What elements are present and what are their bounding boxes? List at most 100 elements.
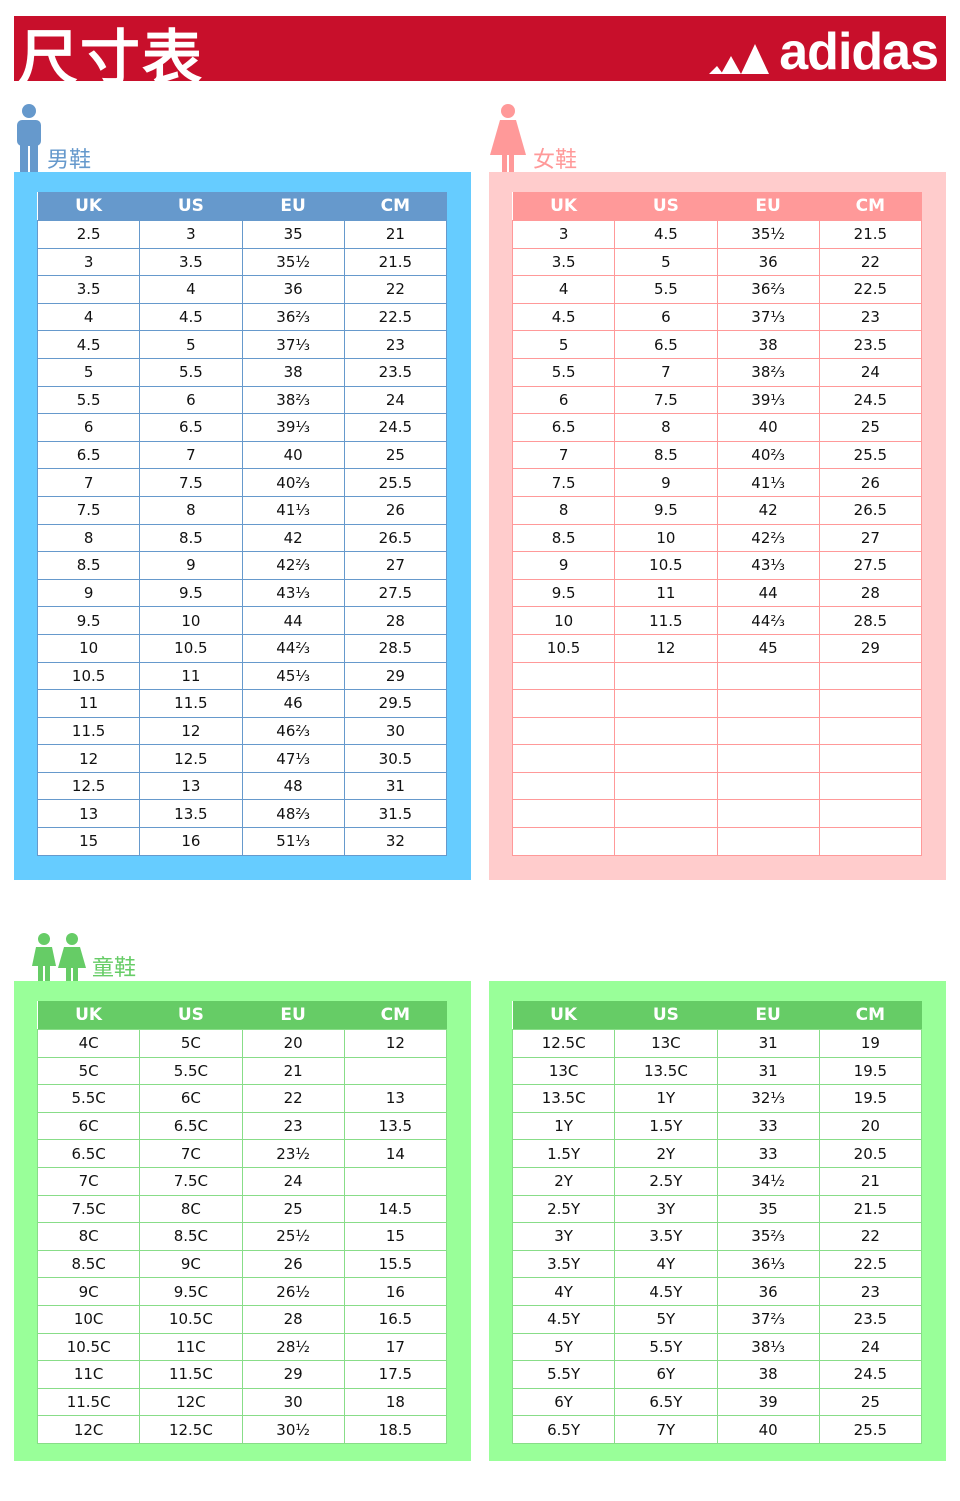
size-cell: 22 (818, 247, 923, 277)
size-cell: 23 (241, 1111, 345, 1141)
size-cell (511, 799, 616, 829)
size-cell: 36⅓ (716, 1249, 820, 1279)
size-cell: 23 (818, 302, 923, 332)
size-cell: 23.5 (343, 357, 448, 387)
column-header: CM (380, 1005, 411, 1025)
size-cell: 29.5 (343, 689, 448, 718)
size-cell (614, 716, 718, 746)
table-row: 13.5C 1Y 32⅓ 19.5 (511, 1084, 923, 1113)
size-cell: 9.5C (139, 1277, 243, 1306)
size-cell: 35 (241, 220, 345, 249)
size-cell: 6 (139, 385, 243, 415)
table-row: 12C 12.5C 30½ 18.5 (36, 1415, 448, 1444)
size-cell: 21 (343, 220, 448, 249)
size-cell: 43⅓ (241, 578, 345, 608)
page-title: 尺寸表 (18, 24, 204, 94)
size-cell: 20 (241, 1029, 345, 1058)
size-cell: 5.5Y (511, 1360, 616, 1389)
size-cell: 38⅔ (716, 357, 820, 387)
size-cell: 31 (716, 1029, 820, 1058)
size-cell: 10.5 (139, 633, 243, 663)
size-cell: 6.5Y (614, 1387, 718, 1417)
size-cell: 18 (343, 1387, 448, 1417)
size-cell: 36 (241, 275, 345, 304)
size-cell: 4Y (511, 1277, 616, 1306)
size-cell: 26½ (241, 1277, 345, 1306)
size-cell: 35½ (241, 247, 345, 277)
size-cell: 23.5 (818, 330, 923, 359)
size-cell: 13.5C (614, 1056, 718, 1086)
size-cell: 28.5 (818, 606, 923, 635)
size-cell: 8 (511, 495, 616, 525)
size-cell: 8.5 (36, 551, 141, 580)
size-cell: 43⅓ (716, 551, 820, 580)
table-row: 2Y 2.5Y 34½ 21 (511, 1166, 923, 1196)
size-cell: 36 (716, 1277, 820, 1306)
size-cell: 3Y (614, 1194, 718, 1224)
table-row: 8.5 9 42⅔ 27 (36, 551, 448, 580)
size-cell: 31 (716, 1056, 820, 1086)
table-row: 3Y 3.5Y 35⅔ 22 (511, 1222, 923, 1251)
size-cell: 40⅔ (716, 440, 820, 470)
size-cell: 9.5 (511, 578, 616, 608)
table-row: 8C 8.5C 25½ 15 (36, 1222, 448, 1251)
size-cell (511, 716, 616, 746)
size-cell: 5.5Y (614, 1332, 718, 1362)
brand-name: adidas (779, 23, 939, 81)
size-cell: 7Y (614, 1415, 718, 1444)
size-cell: 7C (36, 1166, 141, 1196)
size-cell: 39⅓ (716, 385, 820, 415)
size-cell: 9 (511, 551, 616, 580)
table-row: 1.5Y 2Y 33 20.5 (511, 1139, 923, 1168)
size-cell: 9.5 (36, 606, 141, 635)
size-cell: 10.5 (614, 551, 718, 580)
size-cell: 3 (36, 247, 141, 277)
column-header: US (652, 196, 679, 216)
size-cell (511, 661, 616, 691)
size-cell: 21 (241, 1056, 345, 1086)
size-cell: 10C (36, 1304, 141, 1334)
table-row (511, 771, 923, 801)
size-cell: 13 (139, 771, 243, 801)
size-cell: 28½ (241, 1332, 345, 1362)
size-cell: 5.5C (36, 1084, 141, 1113)
table-row: 3.5Y 4Y 36⅓ 22.5 (511, 1249, 923, 1279)
table-row: 4Y 4.5Y 36 23 (511, 1277, 923, 1306)
size-cell: 6.5 (139, 413, 243, 442)
size-cell: 8.5 (511, 523, 616, 553)
size-cell: 22.5 (818, 1249, 923, 1279)
size-cell (716, 689, 820, 718)
column-header: UK (75, 1005, 103, 1025)
size-cell: 5.5 (139, 357, 243, 387)
size-cell: 36⅔ (716, 275, 820, 304)
size-cell: 7 (511, 440, 616, 470)
size-cell: 39 (716, 1387, 820, 1417)
size-cell: 15 (343, 1222, 448, 1251)
size-cell: 25 (818, 413, 923, 442)
column-header: CM (380, 196, 411, 216)
size-cell (818, 661, 923, 691)
kids-icon (32, 933, 86, 982)
table-row: 3.5 4 36 22 (36, 275, 448, 304)
size-cell: 3 (139, 220, 243, 249)
size-cell: 5 (36, 357, 141, 387)
column-header: UK (550, 196, 578, 216)
size-cell: 42⅔ (716, 523, 820, 553)
size-cell: 19.5 (818, 1056, 923, 1086)
table-row: 9C 9.5C 26½ 16 (36, 1277, 448, 1306)
size-cell: 4C (36, 1029, 141, 1058)
table-row: 5.5C 6C 22 13 (36, 1084, 448, 1113)
table-row: 4 5.5 36⅔ 22.5 (511, 275, 923, 304)
table-row: 7 7.5 40⅔ 25.5 (36, 468, 448, 497)
size-cell: 5Y (614, 1304, 718, 1334)
size-cell (614, 799, 718, 829)
size-cell: 11.5 (36, 716, 141, 746)
size-cell: 38⅔ (241, 385, 345, 415)
size-cell: 10 (511, 606, 616, 635)
size-cell: 40⅔ (241, 468, 345, 497)
size-cell: 29 (241, 1360, 345, 1389)
size-cell: 26.5 (343, 523, 448, 553)
size-cell: 21 (818, 1166, 923, 1196)
size-cell: 16 (343, 1277, 448, 1306)
size-cell: 6.5Y (511, 1415, 616, 1444)
